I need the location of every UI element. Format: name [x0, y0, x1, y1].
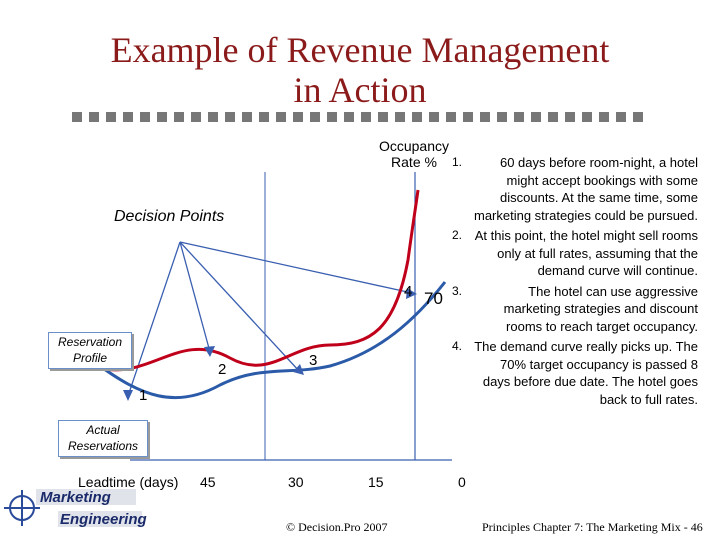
actual-reservations-curve: [99, 281, 447, 400]
x-axis-label: Leadtime (days): [78, 474, 179, 490]
title-line-1: Example of Revenue Management: [110, 30, 610, 70]
decorative-square: [72, 112, 82, 122]
decorative-square: [157, 112, 167, 122]
decorative-square: [429, 112, 439, 122]
note-number: 2.: [452, 228, 463, 242]
decorative-square: [293, 112, 303, 122]
decorative-square: [140, 112, 150, 122]
note-item: 2. At this point, the hotel might sell r…: [452, 227, 698, 280]
point-label-2: 2: [218, 361, 227, 378]
target-occupancy-value: 70: [424, 289, 443, 308]
note-text: The hotel can use aggressive marketing s…: [503, 283, 698, 334]
decorative-square: [344, 112, 354, 122]
decorative-square: [259, 112, 269, 122]
decision-lines: [127, 241, 413, 397]
decorative-square: [378, 112, 388, 122]
x-tick-15: 15: [368, 474, 384, 490]
decorative-square: [548, 112, 558, 122]
decorative-square: [531, 112, 541, 122]
actual-reservations-line-1: Actual: [86, 423, 120, 437]
decorative-square: [497, 112, 507, 122]
decorative-square: [395, 112, 405, 122]
note-number: 3.: [452, 283, 463, 298]
point-label-4: 4: [404, 283, 413, 300]
decorative-square: [565, 112, 575, 122]
decorative-square: [633, 112, 643, 122]
arrowhead-4: [406, 288, 417, 299]
reservation-profile-box: Reservation Profile: [48, 332, 132, 369]
decorative-square: [480, 112, 490, 122]
reservation-profile-curve: [99, 189, 420, 372]
decorative-square: [242, 112, 252, 122]
x-tick-30: 30: [288, 474, 304, 490]
x-tick-0: 0: [458, 474, 466, 490]
point-label-3: 3: [309, 352, 318, 369]
decorative-square: [106, 112, 116, 122]
decorative-square: [191, 112, 201, 122]
note-number: 1.: [452, 155, 463, 169]
decorative-square: [123, 112, 133, 122]
decision-line-3: [179, 241, 301, 373]
arrowhead-1: [123, 390, 133, 401]
decision-points-label: Decision Points: [114, 208, 225, 225]
logo-line-2: Engineering: [60, 511, 147, 528]
logo-compass-icon: [4, 490, 40, 526]
x-tick-45: 45: [200, 474, 216, 490]
slide-title: Example of Revenue Management in Action: [0, 30, 720, 110]
logo-bar-2: [58, 511, 142, 527]
reservation-profile-line-1: Reservation: [57, 335, 123, 349]
decision-line-2: [179, 241, 211, 353]
point-label-1: 1: [139, 387, 148, 404]
actual-reservations-line-2: Reservations: [67, 439, 139, 453]
note-item: 4. The demand curve really picks up. The…: [452, 338, 698, 408]
decorative-bullet-row: [72, 112, 648, 126]
decorative-square: [327, 112, 337, 122]
copyright-text: © Decision.Pro 2007: [286, 520, 388, 534]
decorative-square: [208, 112, 218, 122]
decorative-square: [582, 112, 592, 122]
y-axis-label-line-2: Rate %: [391, 154, 437, 170]
decorative-square: [446, 112, 456, 122]
arrowhead-3: [293, 364, 304, 375]
decorative-square: [174, 112, 184, 122]
note-text: The demand curve really picks up. The 70…: [474, 339, 698, 407]
note-number: 4.: [452, 339, 463, 353]
decorative-square: [276, 112, 286, 122]
note-text: At this point, the hotel might sell room…: [474, 228, 698, 278]
note-item: 1. 60 days before room-night, a hotel mi…: [452, 154, 698, 224]
arrowhead-2: [204, 346, 215, 357]
y-axis-label: Occupancy Rate %: [374, 138, 454, 170]
logo-line-1: Marketing: [40, 489, 111, 506]
decorative-square: [310, 112, 320, 122]
reservation-profile-line-2: Profile: [72, 351, 107, 365]
decorative-square: [616, 112, 626, 122]
notes-list: 1. 60 days before room-night, a hotel mi…: [452, 154, 698, 411]
chapter-footer: Principles Chapter 7: The Marketing Mix …: [482, 520, 703, 534]
title-line-2: in Action: [293, 70, 427, 110]
decorative-square: [463, 112, 473, 122]
decorative-square: [89, 112, 99, 122]
decorative-square: [361, 112, 371, 122]
note-text: 60 days before room-night, a hotel might…: [473, 155, 698, 223]
actual-reservations-box: Actual Reservations: [58, 420, 148, 457]
note-item: 3. The hotel can use aggressive marketin…: [452, 283, 698, 336]
decision-line-1: [127, 241, 181, 397]
decorative-square: [412, 112, 422, 122]
logo-bar-1: [36, 489, 136, 505]
decorative-square: [225, 112, 235, 122]
decorative-square: [514, 112, 524, 122]
y-axis-label-line-1: Occupancy: [378, 138, 450, 154]
decorative-square: [599, 112, 609, 122]
decision-line-4: [179, 241, 413, 294]
